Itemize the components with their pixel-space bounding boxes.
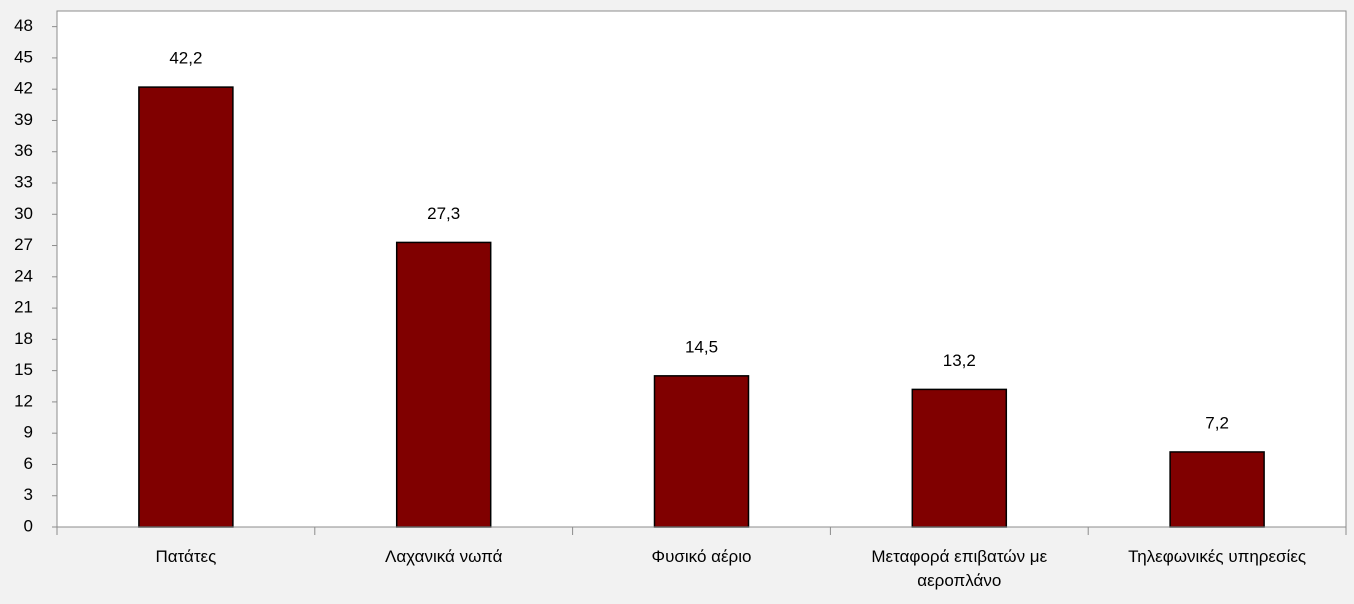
y-tick-label: 45 bbox=[14, 47, 33, 66]
y-tick-label: 6 bbox=[24, 454, 33, 473]
y-tick-label: 36 bbox=[14, 141, 33, 160]
y-tick-label: 39 bbox=[14, 110, 33, 129]
value-label: 13,2 bbox=[943, 351, 976, 370]
y-tick-label: 33 bbox=[14, 172, 33, 191]
y-tick-label: 0 bbox=[24, 516, 33, 535]
y-tick-label: 27 bbox=[14, 235, 33, 254]
y-tick-label: 48 bbox=[14, 16, 33, 35]
x-tick-label: Τηλεφωνικές υπηρεσίες bbox=[1128, 547, 1307, 566]
y-tick-label: 21 bbox=[14, 298, 33, 317]
y-tick-label: 18 bbox=[14, 329, 33, 348]
y-tick-label: 12 bbox=[14, 391, 33, 410]
y-tick-label: 42 bbox=[14, 79, 33, 98]
value-label: 27,3 bbox=[427, 204, 460, 223]
x-tick-label: Μεταφορά επιβατών με αεροπλάνο bbox=[871, 547, 1048, 590]
bar bbox=[395, 241, 492, 528]
bar bbox=[911, 388, 1008, 528]
bar bbox=[653, 375, 750, 528]
x-tick-label: Φυσικό αέριο bbox=[651, 547, 752, 566]
y-tick-label: 3 bbox=[24, 485, 33, 504]
bar bbox=[138, 86, 234, 528]
x-tick-label: Πατάτες bbox=[155, 547, 217, 566]
value-label: 7,2 bbox=[1205, 413, 1229, 432]
value-label: 42,2 bbox=[169, 49, 202, 68]
y-tick-label: 15 bbox=[14, 360, 33, 379]
y-tick-label: 24 bbox=[14, 266, 33, 285]
y-tick-label: 9 bbox=[24, 423, 33, 442]
y-tick-label: 30 bbox=[14, 204, 33, 223]
bar bbox=[1169, 451, 1265, 528]
x-tick-label: Λαχανικά νωπά bbox=[384, 547, 503, 566]
value-label: 14,5 bbox=[685, 337, 718, 356]
